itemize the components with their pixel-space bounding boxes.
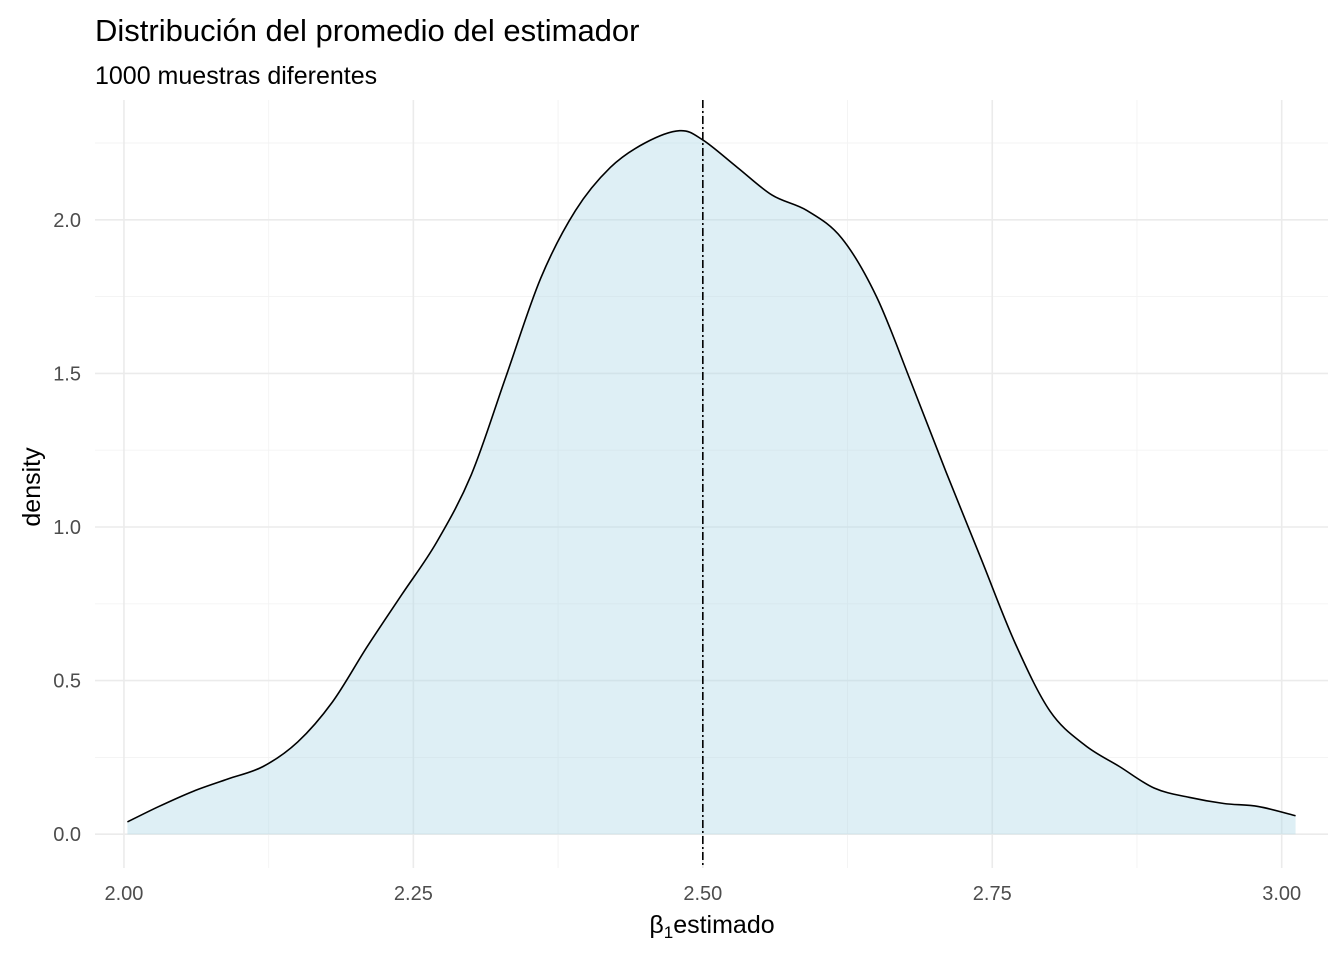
density-fill — [127, 130, 1296, 835]
x-tick-label: 2.50 — [683, 883, 722, 905]
x-axis-title-subscript: 1 — [664, 923, 673, 942]
density-area — [127, 129, 1296, 835]
x-axis-title-text: estimado — [673, 911, 774, 939]
chart-title: Distribución del promedio del estimador — [95, 13, 639, 48]
x-tick-label: 2.00 — [104, 883, 143, 905]
x-axis-ticks: 2.00 2.25 2.50 2.75 3.00 — [104, 883, 1301, 905]
y-axis-ticks: 0.0 0.5 1.0 1.5 2.0 — [53, 210, 81, 846]
x-tick-label: 2.75 — [973, 883, 1012, 905]
y-tick-label: 0.5 — [53, 671, 81, 693]
x-axis-title: β1estimado — [649, 911, 774, 942]
x-tick-label: 2.25 — [394, 883, 433, 905]
chart-subtitle: 1000 muestras diferentes — [95, 62, 377, 90]
y-axis-title: density — [18, 447, 46, 527]
y-tick-label: 0.0 — [53, 824, 81, 846]
x-axis-title-symbol: β — [649, 911, 663, 939]
y-tick-label: 1.5 — [53, 363, 81, 385]
x-tick-label: 3.00 — [1262, 883, 1301, 905]
y-tick-label: 2.0 — [53, 210, 81, 232]
y-tick-label: 1.0 — [53, 517, 81, 539]
